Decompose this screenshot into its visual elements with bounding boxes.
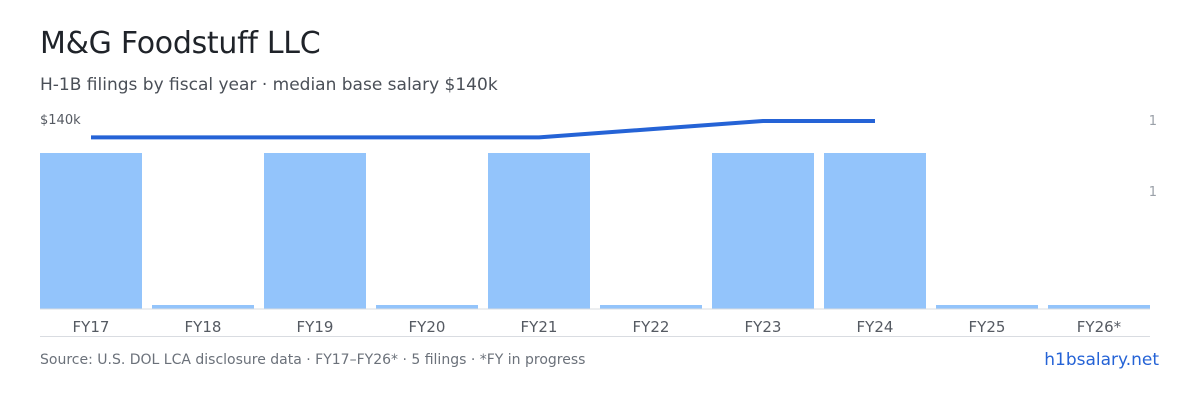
bar-fy22[interactable] [600, 305, 702, 309]
x-tick-label: FY21 [521, 318, 558, 336]
x-tick-label: FY22 [633, 318, 670, 336]
x-tick-label: FY26* [1077, 318, 1122, 336]
x-tick-label: FY17 [73, 318, 110, 336]
bar-fy19[interactable] [264, 153, 366, 309]
right-axis-tick: 1 [1149, 185, 1157, 200]
bar-fy25[interactable] [936, 305, 1038, 309]
x-tick-label: FY19 [297, 318, 334, 336]
bar-fy26-partial[interactable] [1048, 305, 1150, 309]
bar-fy21[interactable] [488, 153, 590, 309]
chart-subtitle: H-1B filings by fiscal year · median bas… [40, 75, 498, 95]
chart-title: M&G Foodstuff LLC [40, 26, 321, 61]
x-tick-label: FY24 [857, 318, 894, 336]
x-tick-label: FY20 [409, 318, 446, 336]
bar-fy24[interactable] [824, 153, 926, 309]
site-link[interactable]: h1bsalary.net [1044, 350, 1159, 370]
left-axis-label: $140k [40, 113, 81, 128]
bar-fy23[interactable] [712, 153, 814, 309]
right-axis-tick: 1 [1149, 114, 1157, 129]
bar-fy20[interactable] [376, 305, 478, 309]
x-tick-label: FY18 [185, 318, 222, 336]
x-tick-label: FY25 [969, 318, 1006, 336]
bar-fy18[interactable] [152, 305, 254, 309]
x-tick-label: FY23 [745, 318, 782, 336]
median-salary-line [91, 119, 875, 140]
bar-fy17[interactable] [40, 153, 142, 309]
source-note: Source: U.S. DOL LCA disclosure data · F… [40, 352, 586, 368]
